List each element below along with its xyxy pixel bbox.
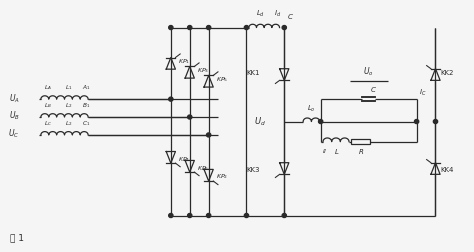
- Text: $L_2$: $L_2$: [65, 101, 73, 110]
- Text: $C$: $C$: [287, 12, 294, 21]
- Text: $L$: $L$: [335, 147, 340, 156]
- Circle shape: [207, 213, 211, 217]
- Circle shape: [169, 97, 173, 101]
- Text: $U_A$: $U_A$: [9, 92, 19, 105]
- Text: $L_B$: $L_B$: [44, 101, 52, 110]
- Circle shape: [188, 115, 192, 119]
- Circle shape: [282, 213, 286, 217]
- Circle shape: [319, 119, 323, 123]
- Text: $R$: $R$: [358, 147, 364, 156]
- Circle shape: [244, 213, 248, 217]
- Text: $I_d$: $I_d$: [273, 9, 281, 19]
- Text: $L_A$: $L_A$: [44, 83, 52, 92]
- Circle shape: [188, 25, 192, 29]
- Text: $L_o$: $L_o$: [307, 104, 316, 114]
- Text: KK1: KK1: [246, 70, 260, 76]
- Text: $C$: $C$: [370, 85, 376, 94]
- Circle shape: [207, 25, 211, 29]
- Text: $KP_4$: $KP_4$: [178, 155, 190, 164]
- Text: $B_1$: $B_1$: [82, 101, 90, 110]
- Text: $KP_2$: $KP_2$: [216, 173, 228, 181]
- Text: KK3: KK3: [246, 167, 260, 173]
- Text: KK4: KK4: [440, 167, 454, 173]
- Text: $L_C$: $L_C$: [44, 119, 52, 128]
- Text: $KP_6$: $KP_6$: [197, 164, 209, 173]
- Circle shape: [169, 213, 173, 217]
- Circle shape: [207, 133, 211, 137]
- Text: $U_B$: $U_B$: [9, 110, 19, 122]
- Bar: [351, 139, 370, 144]
- Text: $II$: $II$: [322, 147, 328, 155]
- Text: $U_C$: $U_C$: [8, 128, 19, 140]
- Text: $L_1$: $L_1$: [65, 83, 73, 92]
- Text: 图 1: 图 1: [10, 233, 24, 242]
- Text: $L_2$: $L_2$: [65, 119, 73, 128]
- Circle shape: [433, 119, 438, 123]
- Circle shape: [169, 25, 173, 29]
- Text: $U_d$: $U_d$: [254, 115, 265, 128]
- Text: $I_C$: $I_C$: [419, 88, 427, 98]
- Circle shape: [188, 213, 192, 217]
- Circle shape: [282, 25, 286, 29]
- Text: KK2: KK2: [440, 70, 454, 76]
- Circle shape: [244, 25, 248, 29]
- Circle shape: [414, 119, 419, 123]
- Text: $KP_1$: $KP_1$: [178, 57, 190, 66]
- Text: $A_1$: $A_1$: [82, 83, 90, 92]
- Text: $KP_5$: $KP_5$: [216, 75, 228, 84]
- Text: $U_o$: $U_o$: [363, 65, 374, 78]
- Text: $L_d$: $L_d$: [256, 9, 265, 19]
- Text: $C_1$: $C_1$: [82, 119, 90, 128]
- Text: $KP_3$: $KP_3$: [197, 66, 209, 75]
